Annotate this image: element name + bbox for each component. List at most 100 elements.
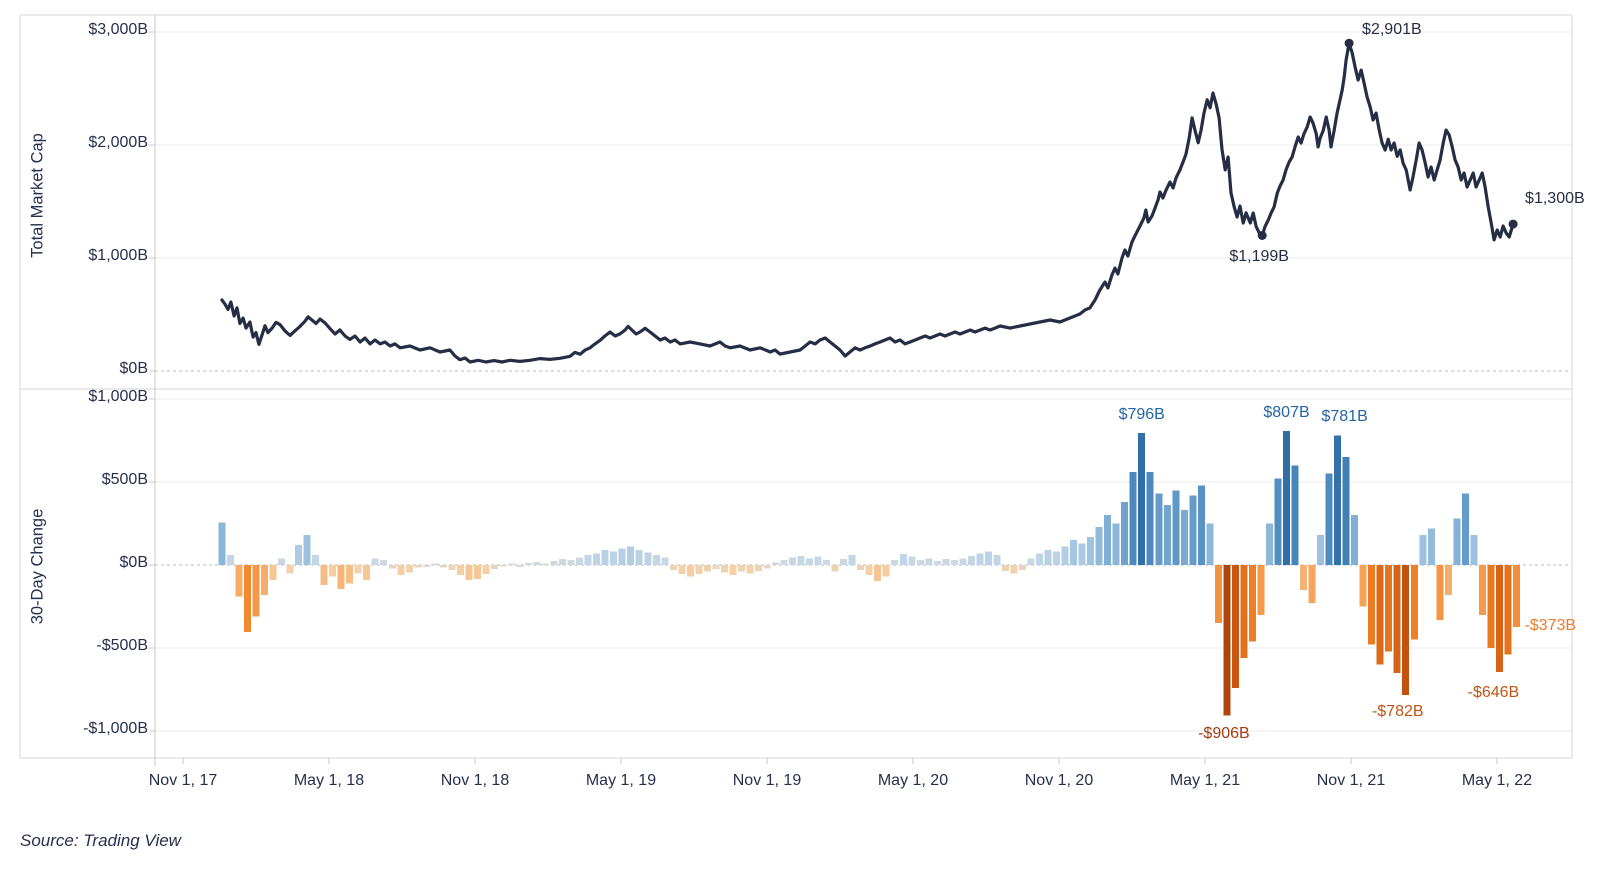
change-bar xyxy=(1019,565,1026,570)
change-bar xyxy=(1308,565,1316,604)
change-bar xyxy=(1325,473,1333,565)
change-bar xyxy=(439,565,447,568)
market-cap-line xyxy=(220,41,1515,364)
x-tick-label: Nov 1, 21 xyxy=(1316,772,1386,789)
change-bar xyxy=(1146,472,1154,565)
change-bar xyxy=(1257,565,1265,615)
change-bar xyxy=(933,560,941,565)
change-bar xyxy=(993,555,1001,565)
change-bar xyxy=(959,558,967,565)
change-bar xyxy=(789,557,796,565)
change-bar xyxy=(295,545,303,565)
change-bar xyxy=(1495,565,1503,673)
change-bar xyxy=(1002,565,1009,571)
change-bar xyxy=(976,553,984,565)
market-cap-point-marker xyxy=(1344,38,1354,48)
change-bar xyxy=(1240,565,1248,658)
change-bar xyxy=(533,562,541,565)
change-bar xyxy=(1470,535,1478,565)
change-bar xyxy=(1223,565,1231,716)
y-tick-label-top: $3,000B xyxy=(88,21,148,38)
change-bar xyxy=(1121,501,1129,565)
y-tick-label-top: $1,000B xyxy=(88,247,148,264)
change-bar xyxy=(703,565,711,572)
change-bar xyxy=(1419,535,1427,565)
change-bar xyxy=(840,559,848,565)
change-bar xyxy=(456,565,464,575)
change-bar xyxy=(797,555,805,565)
change-bar xyxy=(269,565,277,580)
change-bar xyxy=(473,565,481,580)
change-bar xyxy=(1138,432,1146,565)
change-bar xyxy=(1427,528,1435,565)
change-bar xyxy=(218,522,226,565)
change-bar xyxy=(550,560,558,565)
change-bar xyxy=(1376,565,1384,665)
change-bar xyxy=(1334,435,1342,565)
x-tick-label: May 1, 21 xyxy=(1169,772,1241,789)
change-bar xyxy=(1478,565,1486,615)
change-bar xyxy=(465,565,473,580)
change-bar xyxy=(337,565,345,590)
change-annotation: -$782B xyxy=(1371,702,1424,720)
change-bar xyxy=(1368,565,1376,645)
change-bar xyxy=(720,565,728,573)
change-bar xyxy=(780,560,788,565)
change-bar xyxy=(405,565,413,573)
change-bar xyxy=(448,565,456,570)
change-bar xyxy=(618,548,626,565)
change-bar xyxy=(1078,543,1086,565)
x-tick-label: May 1, 18 xyxy=(293,772,365,789)
change-bar xyxy=(226,555,234,565)
change-bar xyxy=(925,558,933,565)
change-bar xyxy=(1180,510,1188,565)
change-bar xyxy=(1155,493,1163,565)
change-bar xyxy=(1274,478,1282,565)
change-bar xyxy=(567,560,575,565)
change-bar xyxy=(967,555,975,565)
change-bar xyxy=(916,560,924,565)
market-cap-annotation: $1,199B xyxy=(1229,247,1289,265)
change-bar xyxy=(354,565,362,574)
change-bar xyxy=(380,560,388,565)
x-tick-label: May 1, 19 xyxy=(585,772,657,789)
change-bar xyxy=(1436,565,1444,620)
change-bar xyxy=(1095,526,1103,565)
change-annotation: $781B xyxy=(1321,408,1368,426)
change-annotation: $796B xyxy=(1118,405,1165,423)
x-tick-label: Nov 1, 18 xyxy=(440,772,510,789)
y-tick-label-top: $2,000B xyxy=(88,134,148,151)
change-bar xyxy=(1104,515,1112,565)
change-bar xyxy=(1266,523,1273,565)
change-bar xyxy=(414,565,422,568)
change-bar xyxy=(806,558,814,565)
change-bar xyxy=(891,560,899,565)
change-bar xyxy=(1061,546,1069,565)
change-bars-series xyxy=(218,431,1520,716)
y-tick-label-bottom: $500B xyxy=(101,471,148,488)
change-bar xyxy=(1172,490,1180,565)
change-bar xyxy=(1351,515,1359,565)
change-bar xyxy=(397,565,405,575)
change-annotation: -$373B xyxy=(1524,616,1577,634)
change-bar xyxy=(627,546,635,565)
change-bar xyxy=(559,559,567,565)
change-bar xyxy=(584,555,592,565)
change-bar xyxy=(644,552,652,565)
change-bar xyxy=(1513,565,1520,627)
change-bar xyxy=(542,563,550,565)
change-bar xyxy=(261,565,268,595)
change-bar xyxy=(482,565,490,575)
change-bar xyxy=(1214,565,1222,624)
change-bar xyxy=(1487,565,1495,648)
market-cap-annotation: $2,901B xyxy=(1362,21,1422,39)
change-bar xyxy=(508,563,515,565)
change-bar xyxy=(755,565,762,571)
change-bar xyxy=(1206,523,1214,565)
change-bar xyxy=(1112,523,1120,565)
change-bar xyxy=(1044,550,1052,565)
change-bar xyxy=(686,565,694,577)
change-bar xyxy=(1385,565,1393,652)
